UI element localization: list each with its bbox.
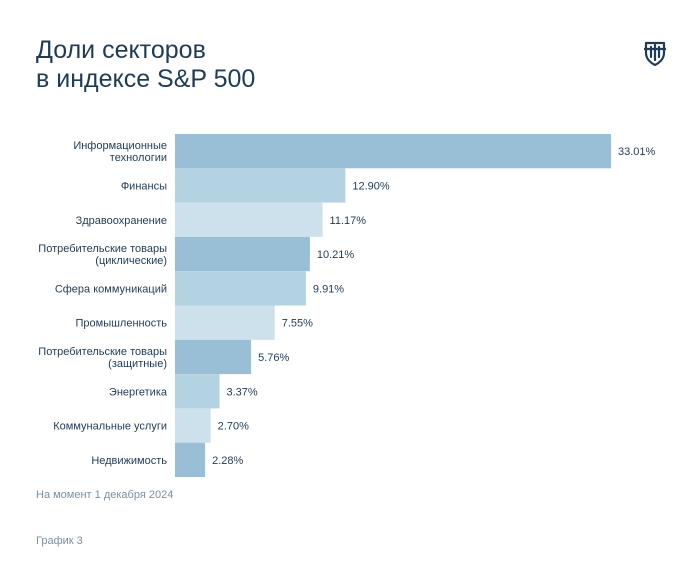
value-label-3: 10.21% (317, 249, 355, 261)
chart-title-line-2: в индексе S&P 500 (36, 65, 256, 93)
category-label-9: Недвижимость (91, 455, 167, 467)
value-label-5: 7.55% (282, 318, 313, 330)
bar-5 (175, 305, 275, 340)
bar-4 (175, 271, 306, 306)
category-label-8: Коммунальные услуги (53, 421, 167, 433)
bar-1 (175, 168, 346, 203)
value-label-6: 5.76% (258, 352, 289, 364)
figure-label: График 3 (36, 535, 83, 547)
category-label-1: Финансы (121, 180, 167, 192)
category-label-5: Промышленность (75, 318, 167, 330)
value-label-7: 3.37% (227, 386, 258, 398)
chart-title: Доли секторов в индексе S&P 500 (36, 36, 255, 94)
category-label-4: Сфера коммуникаций (55, 283, 167, 295)
bar-3 (175, 236, 310, 272)
bar-0 (175, 134, 611, 169)
value-label-4: 9.91% (313, 283, 344, 295)
category-label-6: Потребительские товары (защитные) (38, 346, 167, 370)
bar-7 (175, 374, 220, 409)
category-label-2: Здравоохранение (76, 215, 167, 227)
bar-6 (175, 339, 252, 375)
value-label-2: 11.17% (330, 215, 367, 227)
chart-title-line-1: Доли секторов (36, 36, 206, 64)
value-label-9: 2.28% (212, 455, 243, 467)
bar-8 (175, 408, 211, 443)
bar-9 (175, 442, 206, 477)
value-label-0: 33.01% (618, 146, 656, 158)
category-label-7: Энергетика (109, 386, 168, 398)
value-label-8: 2.70% (218, 421, 249, 433)
shield-crest-icon (644, 41, 666, 66)
category-label-3: Потребительские товары (циклические) (38, 243, 167, 267)
category-label-0: Информационные технологии (73, 140, 167, 164)
value-label-1: 12.90% (352, 180, 390, 192)
date-note: На момент 1 декабря 2024 (36, 489, 174, 501)
bar-2 (175, 202, 323, 237)
